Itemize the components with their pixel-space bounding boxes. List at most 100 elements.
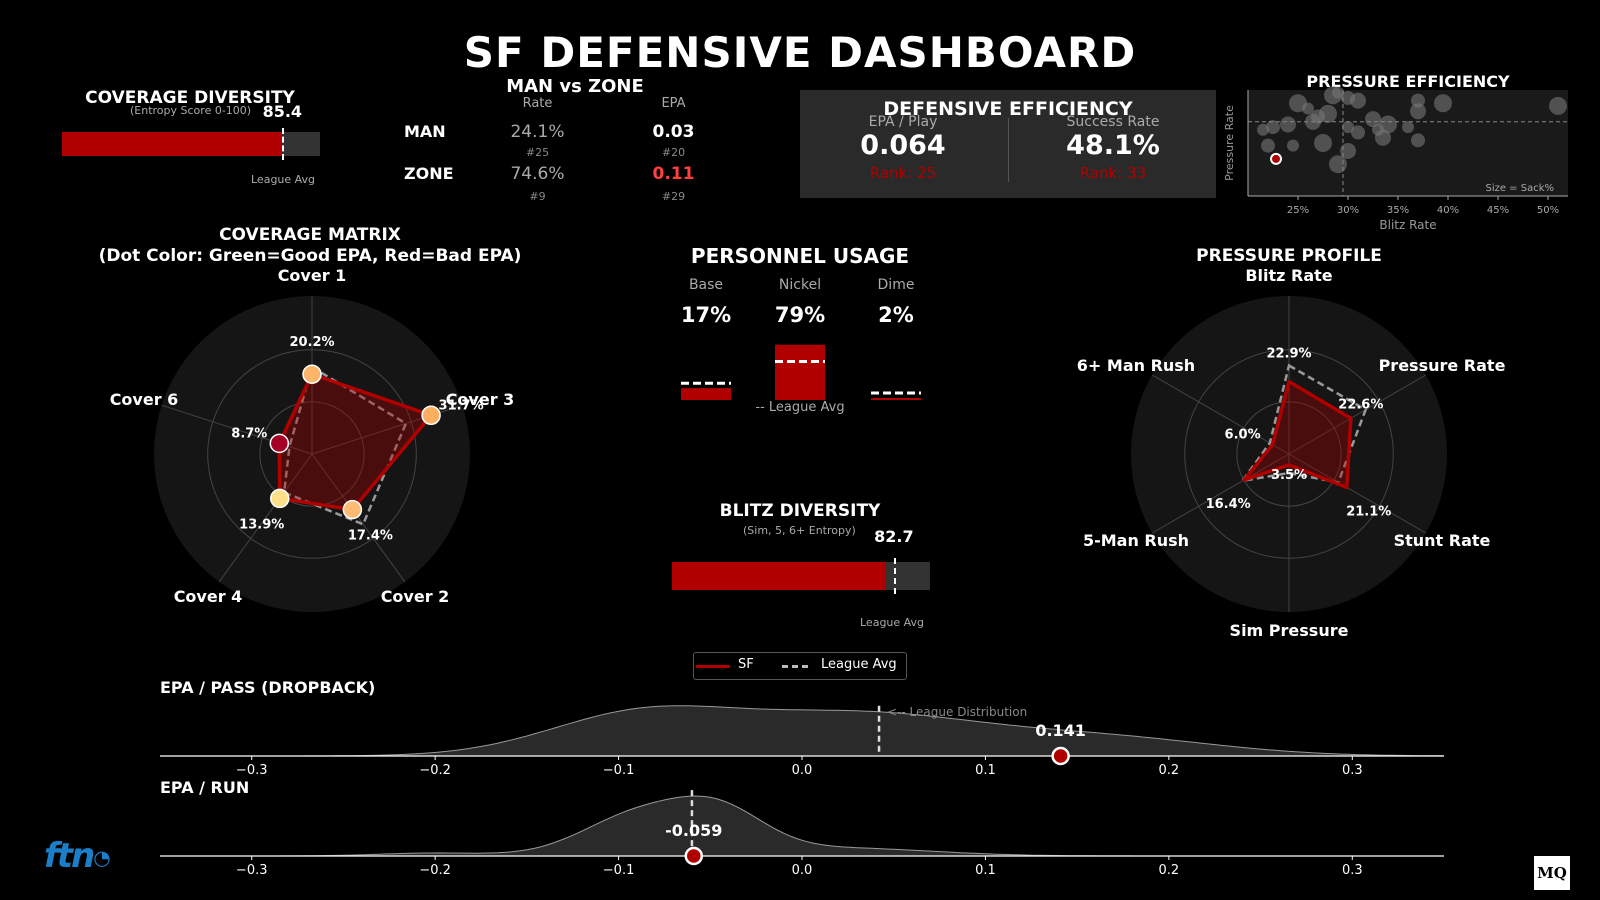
- radar-axis-label: Stunt Rate: [1394, 531, 1491, 550]
- blitz-diversity-league-label: League Avg: [860, 616, 925, 629]
- radar-axis-label: 6+ Man Rush: [1077, 356, 1195, 375]
- coverage-diversity-league-label: League Avg: [251, 173, 316, 186]
- team-polygon: [277, 372, 433, 512]
- zone-epa: 0.11: [652, 164, 695, 184]
- league-team-point: [1375, 129, 1391, 146]
- epa-play-rank: Rank: 25: [869, 164, 937, 182]
- radar-spoke: [311, 453, 406, 583]
- x-tick-label: 0.1: [975, 763, 996, 778]
- coverage-diversity-league-marker: [282, 128, 285, 160]
- league-team-point: [1411, 133, 1425, 148]
- coverage-diversity-title: COVERAGE DIVERSITY: [85, 88, 295, 108]
- success-rate-value: 48.1%: [1066, 130, 1160, 161]
- team-point: [1270, 152, 1282, 165]
- coverage-diversity-subtitle: (Entropy Score 0-100): [130, 104, 252, 117]
- league-team-point: [1402, 121, 1414, 134]
- page-title: SF DEFENSIVE DASHBOARD: [463, 28, 1137, 77]
- x-tick-label: 0.1: [975, 863, 996, 878]
- blitz-diversity-track: [672, 558, 930, 594]
- zone-epa-rank: #29: [661, 190, 686, 203]
- x-tick-label: 0.0: [792, 763, 813, 778]
- radar-spoke: [218, 453, 313, 583]
- zone-rate-rank: #9: [529, 190, 546, 203]
- team-polygon: [1242, 379, 1353, 490]
- blitz-diversity-score: 82.7: [874, 527, 914, 546]
- ftn-logo-mark-icon: ◔: [93, 845, 111, 870]
- personnel-bar: [775, 344, 825, 400]
- personnel-value: 79%: [775, 303, 825, 327]
- pressure-profile-radar: 22.9% 22.6% 21.1% 3.5% 16.4% 6.0% Blitz Rate Pr…: [1077, 266, 1506, 640]
- ftn-logo: ftn◔: [44, 836, 111, 876]
- radar-spoke: [1151, 453, 1290, 534]
- pressure-profile-title: PRESSURE PROFILE: [1196, 246, 1382, 266]
- radar-value-label: 31.7%: [439, 398, 484, 413]
- zone-rate: 74.6%: [510, 164, 565, 184]
- personnel-bar: [871, 398, 921, 400]
- blitz-diversity-league-marker: [893, 558, 896, 594]
- efficiency-divider: [1008, 118, 1009, 182]
- league-team-point: [1434, 94, 1452, 113]
- x-tick-label: 40%: [1437, 205, 1459, 216]
- league-team-point: [1410, 103, 1426, 120]
- league-team-point: [1340, 142, 1356, 159]
- x-tick-label: −0.3: [236, 863, 268, 878]
- radar-axis-label: Cover 4: [174, 587, 243, 606]
- blitz-diversity-title: BLITZ DIVERSITY: [719, 501, 881, 521]
- personnel-bar: [681, 388, 731, 400]
- league-team-point: [1329, 155, 1347, 174]
- radar-value-label: 6.0%: [1225, 428, 1261, 443]
- x-tick-label: 0.2: [1159, 863, 1180, 878]
- radar-value-label: 20.2%: [289, 335, 334, 350]
- man-rate: 24.1%: [510, 122, 565, 142]
- x-tick-label: −0.1: [603, 863, 635, 878]
- radar-axis-label: Cover 3: [446, 390, 515, 409]
- man-epa-rank: #20: [661, 146, 686, 159]
- team-epa-marker: [684, 846, 704, 866]
- x-tick-label: −0.3: [236, 763, 268, 778]
- coverage-epa-dot: [269, 433, 290, 454]
- league-team-point: [1266, 120, 1280, 135]
- radar-spoke: [1288, 374, 1427, 455]
- radar-value-label: 17.4%: [348, 529, 393, 544]
- coverage-epa-dot: [421, 405, 441, 426]
- league-team-point: [1257, 123, 1269, 136]
- epa-play-label: EPA / Play: [868, 114, 938, 130]
- personnel-title: PERSONNEL USAGE: [690, 244, 910, 268]
- man-rate-rank: #25: [525, 146, 550, 159]
- league-team-point: [1287, 139, 1299, 152]
- radar-axis-label: Sim Pressure: [1230, 621, 1349, 640]
- legend-league-swatch: [782, 665, 808, 668]
- league-polygon: [1239, 363, 1368, 484]
- pressure-efficiency-note: Size = Sack%: [1485, 183, 1554, 194]
- legend-team-label: SF: [738, 657, 754, 672]
- coverage-diversity-score: 85.4: [262, 102, 303, 121]
- personnel-value: 17%: [681, 303, 731, 327]
- coverage-matrix-subtitle: (Dot Color: Green=Good EPA, Red=Bad EPA): [98, 246, 522, 266]
- coverage-epa-dot: [342, 499, 363, 520]
- x-tick-label: 35%: [1387, 205, 1409, 216]
- personnel-chart: Base 17% Nickel 79% Dime 2% -- League Avg: [681, 277, 921, 415]
- x-tick-label: −0.1: [603, 763, 635, 778]
- x-tick-label: 25%: [1287, 205, 1309, 216]
- radar-spoke: [1288, 453, 1427, 534]
- man-zone-col-rate: Rate: [522, 96, 553, 111]
- x-tick-label: 0.3: [1342, 763, 1363, 778]
- zone-label: ZONE: [404, 164, 454, 183]
- league-team-point: [1351, 125, 1365, 140]
- coverage-matrix-title: COVERAGE MATRIX: [219, 225, 401, 245]
- pressure-efficiency-title: PRESSURE EFFICIENCY: [1306, 72, 1510, 91]
- radar-axis-label: Cover 1: [278, 266, 347, 285]
- blitz-diversity-bar: [672, 562, 886, 590]
- mq-logo: MQ: [1534, 856, 1570, 890]
- league-team-point: [1342, 121, 1354, 134]
- success-rate-rank: Rank: 33: [1079, 164, 1147, 182]
- man-zone-col-epa: EPA: [661, 96, 686, 111]
- x-tick-label: 30%: [1337, 205, 1359, 216]
- radar-value-label: 22.9%: [1266, 347, 1311, 362]
- league-distribution: [160, 705, 1444, 757]
- success-rate-label: Success Rate: [1066, 114, 1160, 130]
- pressure-efficiency-ylabel: Pressure Rate: [1223, 105, 1236, 181]
- epa-pass-chart: −0.3 −0.2 −0.1 0.0 0.1 0.2 0.3 <-- League Distr…: [160, 705, 1444, 778]
- league-team-point: [1365, 111, 1381, 128]
- league-distribution-annotation: <-- League Distribution: [887, 705, 1027, 719]
